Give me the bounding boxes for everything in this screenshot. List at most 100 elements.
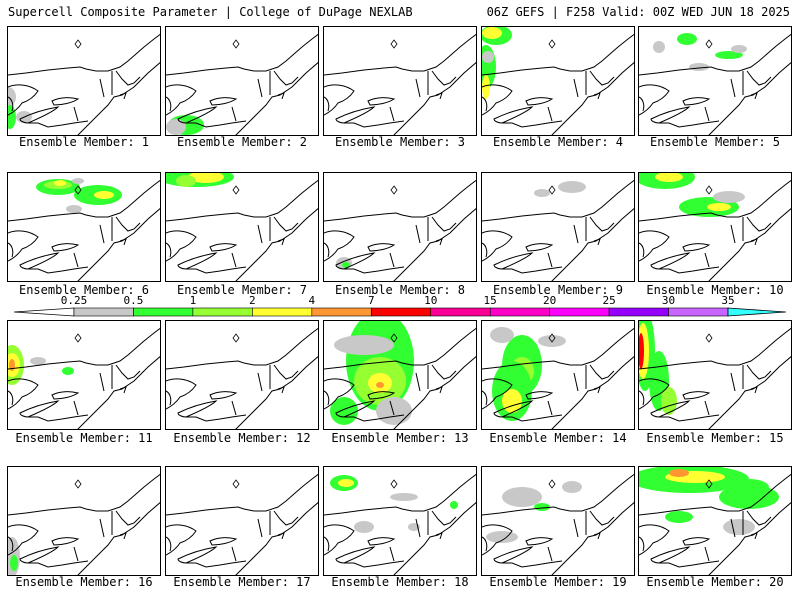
map-outline — [324, 473, 476, 516]
map-outline — [166, 536, 172, 552]
map-outline — [335, 546, 376, 564]
map-outline — [493, 400, 534, 418]
ensemble-panel — [323, 26, 477, 136]
map-outline — [99, 372, 105, 392]
map-outline — [324, 536, 330, 552]
map-outline — [235, 62, 318, 135]
ensemble-panel — [638, 172, 792, 282]
map-outline — [482, 378, 513, 410]
map-outline — [502, 120, 563, 128]
map-outline — [493, 106, 534, 124]
location-marker-icon — [705, 479, 713, 489]
map-outline — [344, 120, 405, 128]
map-outline — [273, 216, 299, 232]
map-outline — [367, 97, 396, 106]
map-outline — [593, 532, 601, 540]
scp-field-blob — [639, 333, 644, 369]
map-outline — [257, 78, 263, 98]
scp-field-blob — [655, 173, 683, 182]
colorbar-segment — [430, 307, 491, 317]
map-outline — [415, 224, 421, 244]
colorbar-segment — [73, 307, 134, 317]
map-outline — [551, 356, 634, 429]
map-outline — [639, 84, 670, 116]
map-outline — [525, 391, 554, 400]
ensemble-panel — [638, 466, 792, 576]
colorbar-segment — [192, 307, 253, 317]
map-outline — [28, 414, 89, 422]
colorbar-segment — [252, 307, 313, 317]
map-outline — [708, 62, 791, 135]
map-outline — [551, 62, 634, 135]
ensemble-panel — [165, 320, 319, 430]
map-outline — [367, 537, 396, 546]
scp-field-blob — [94, 191, 114, 199]
map-outline — [750, 92, 758, 100]
map-outline — [324, 96, 330, 112]
member-map — [482, 27, 634, 135]
map-outline — [704, 252, 710, 268]
map-outline — [177, 106, 218, 124]
member-map — [324, 179, 476, 281]
map-outline — [431, 510, 457, 526]
colorbar-legend: 0.25 0.5 1 2 4 7 10 15 20 25 30 35 — [13, 294, 787, 317]
member-map — [166, 473, 318, 575]
map-outline — [393, 62, 476, 135]
member-caption: Ensemble Member: 2 — [176, 135, 308, 149]
ensemble-panel — [638, 26, 792, 136]
ensemble-panel — [7, 172, 161, 282]
colorbar-right-arrow — [727, 307, 787, 317]
map-outline — [28, 120, 89, 128]
ensemble-panel — [481, 320, 635, 430]
colorbar-tick-label: 0.25 — [61, 294, 88, 307]
map-outline — [639, 473, 791, 516]
member-map — [482, 473, 634, 575]
member-map — [639, 321, 791, 429]
map-outline — [51, 391, 80, 400]
map-outline — [682, 537, 711, 546]
map-outline — [209, 243, 238, 252]
map-outline — [730, 518, 736, 538]
scp-field-blob — [719, 485, 779, 509]
location-marker-icon — [705, 333, 713, 343]
ensemble-panel — [481, 26, 635, 136]
map-outline — [389, 106, 395, 122]
map-outline — [482, 524, 513, 556]
member-caption: Ensemble Member: 9 — [492, 283, 624, 297]
map-outline — [19, 252, 60, 270]
ensemble-panel — [165, 466, 319, 576]
scp-field-blob — [8, 87, 16, 107]
member-caption: Ensemble Member: 15 — [646, 431, 784, 445]
map-outline — [77, 208, 160, 281]
scp-field-blob — [715, 51, 743, 59]
map-outline — [589, 216, 615, 232]
map-outline — [547, 252, 553, 268]
member-map — [324, 473, 476, 575]
map-outline — [8, 524, 39, 556]
colorbar-tick-label: 2 — [249, 294, 256, 307]
map-outline — [51, 97, 80, 106]
colorbar-tick-label: 15 — [484, 294, 497, 307]
colorbar-tick-label: 1 — [190, 294, 197, 307]
map-outline — [8, 179, 160, 222]
member-caption: Ensemble Member: 20 — [646, 575, 784, 589]
colorbar-tick-label: 30 — [662, 294, 675, 307]
scp-field-blob — [731, 45, 747, 53]
map-outline — [324, 179, 476, 222]
scp-field-blob — [62, 367, 74, 375]
scp-field-blob — [534, 503, 550, 511]
map-outline — [166, 524, 197, 556]
scp-field-blob — [707, 203, 731, 211]
map-outline — [273, 70, 299, 86]
map-outline — [415, 372, 421, 392]
scp-field-blob — [665, 511, 693, 523]
map-outline — [166, 390, 172, 406]
map-outline — [209, 537, 238, 546]
map-outline — [367, 391, 396, 400]
scp-field-blob — [677, 33, 697, 45]
scp-field-blob — [376, 397, 412, 425]
map-outline — [367, 243, 396, 252]
map-outline — [186, 560, 247, 568]
map-outline — [431, 216, 457, 232]
map-outline — [393, 208, 476, 281]
